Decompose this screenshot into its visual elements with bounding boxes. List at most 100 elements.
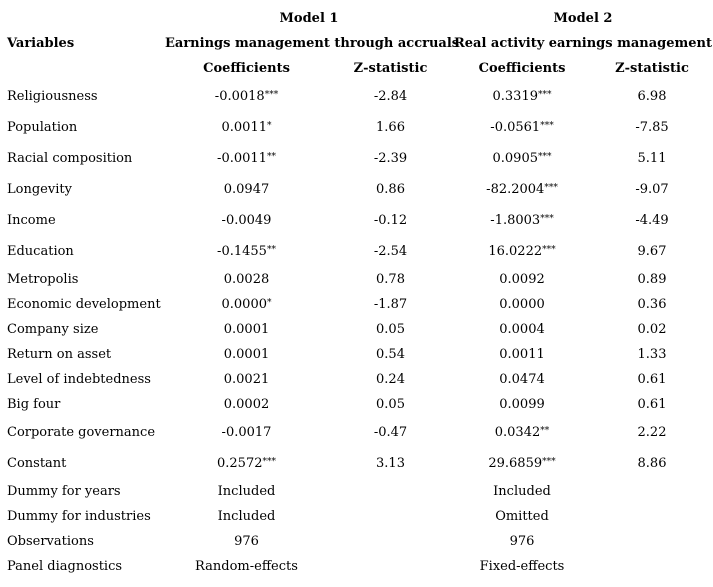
model2-coefficient-text: 16.0222 bbox=[488, 244, 543, 259]
variable-label-text: Company size bbox=[7, 322, 99, 337]
model1-coefficient-text: 0.0011 bbox=[221, 120, 268, 135]
model1-z-heading: Z-statistic bbox=[353, 61, 428, 76]
model1-coefficient-text: -0.1455 bbox=[217, 244, 267, 259]
model2-zstat: 0.89 bbox=[591, 267, 713, 292]
significance-stars: ** bbox=[540, 426, 550, 436]
model1-coefficient: 0.2572*** bbox=[165, 448, 328, 479]
model1-coefficient: -0.0049 bbox=[165, 205, 328, 236]
regression-table: Model 1 Model 2 Variables Earnings manag… bbox=[0, 6, 713, 579]
table-header: Model 1 Model 2 Variables Earnings manag… bbox=[0, 6, 713, 81]
model2-zstat-text: 0.61 bbox=[637, 397, 667, 412]
model2-zstat-text: 0.61 bbox=[637, 372, 667, 387]
variable-label: Population bbox=[0, 112, 165, 143]
model2-zstat-text: 5.11 bbox=[637, 151, 667, 166]
variable-label-text: Metropolis bbox=[7, 272, 79, 287]
variable-label: Income bbox=[0, 205, 165, 236]
variable-label-text: Population bbox=[7, 120, 78, 135]
model2-coefficient-text: -0.0561 bbox=[490, 120, 541, 135]
significance-stars: *** bbox=[538, 90, 552, 100]
model1-coefficient-text: 0.0001 bbox=[223, 322, 270, 337]
model1-zstat-text: 0.86 bbox=[376, 182, 405, 197]
model2-zstat-text: 0.02 bbox=[637, 322, 667, 337]
model1-zstat-text: 1.66 bbox=[376, 120, 405, 135]
model1-zstat: 3.13 bbox=[328, 448, 453, 479]
significance-stars: *** bbox=[542, 457, 556, 467]
model1-coefficient-text: 0.2572 bbox=[217, 456, 263, 471]
model1-subtitle: Earnings management through accruals bbox=[165, 36, 460, 51]
table-row: Religiousness -0.0018*** -2.84 0.3319*** 6.9… bbox=[0, 81, 713, 112]
model2-zstat bbox=[591, 479, 713, 504]
model1-coefficient-text: Included bbox=[217, 484, 276, 499]
model1-zstat: -2.84 bbox=[328, 81, 453, 112]
model1-coefficient: -0.0017 bbox=[165, 417, 328, 448]
variable-label: Education bbox=[0, 236, 165, 267]
variable-label: Big four bbox=[0, 392, 165, 417]
model1-zstat: 0.05 bbox=[328, 392, 453, 417]
model2-coefficient-text: -82.2004 bbox=[486, 182, 545, 197]
significance-stars: *** bbox=[264, 90, 279, 100]
table-row: Metropolis 0.0028 0.78 0.0092 0.89 bbox=[0, 267, 713, 292]
model2-coefficient: 0.0099 bbox=[453, 392, 591, 417]
table-row: Longevity 0.0947 0.86 -82.2004*** -9.07 bbox=[0, 174, 713, 205]
model2-coefficient: Included bbox=[453, 479, 591, 504]
variable-label: Religiousness bbox=[0, 81, 165, 112]
model1-coefficient-text: -0.0018 bbox=[214, 89, 265, 104]
model2-zstat-text: -9.07 bbox=[635, 182, 669, 197]
significance-stars: ** bbox=[266, 245, 276, 255]
model2-coefficient-text: Omitted bbox=[495, 509, 549, 524]
model2-zstat: 0.61 bbox=[591, 392, 713, 417]
variable-label-text: Constant bbox=[7, 456, 67, 471]
model2-coefficient-text: 976 bbox=[509, 534, 535, 549]
model2-coefficient-text: 0.0474 bbox=[499, 372, 545, 387]
variable-label: Observations bbox=[0, 529, 165, 554]
model2-zstat-text: 9.67 bbox=[637, 244, 667, 259]
model1-coefficient: -0.0011** bbox=[165, 143, 328, 174]
variable-label: Dummy for industries bbox=[0, 504, 165, 529]
model2-coefficient: 0.0905*** bbox=[453, 143, 591, 174]
variable-label-text: Economic development bbox=[7, 297, 161, 312]
model1-coefficient: 0.0001 bbox=[165, 342, 328, 367]
table-row: Return on asset 0.0001 0.54 0.0011 1.33 bbox=[0, 342, 713, 367]
table-row: Company size 0.0001 0.05 0.0004 0.02 bbox=[0, 317, 713, 342]
model2-coefficient-text: 0.0905 bbox=[492, 151, 539, 166]
model1-zstat bbox=[328, 554, 453, 579]
model1-coefficient-text: 0.0002 bbox=[223, 397, 270, 412]
variable-label: Company size bbox=[0, 317, 165, 342]
model1-coefficient: 0.0028 bbox=[165, 267, 328, 292]
variable-label-text: Income bbox=[7, 213, 56, 228]
model1-coefficient: 0.0001 bbox=[165, 317, 328, 342]
model1-coefficient: 0.0000* bbox=[165, 292, 328, 317]
variable-label-text: Level of indebtedness bbox=[7, 372, 151, 387]
model1-zstat-text: 0.05 bbox=[376, 322, 405, 337]
model1-coefficient-text: 0.0028 bbox=[223, 272, 270, 287]
table-row: Income -0.0049 -0.12 -1.8003*** -4.49 bbox=[0, 205, 713, 236]
model1-zstat-text: -1.87 bbox=[373, 297, 408, 312]
model2-zstat bbox=[591, 529, 713, 554]
variable-label-text: Corporate governance bbox=[7, 425, 156, 440]
model2-zstat-text: -7.85 bbox=[635, 120, 669, 135]
model1-zstat-text: 0.78 bbox=[376, 272, 405, 287]
model2-coefficient: 976 bbox=[453, 529, 591, 554]
variable-label-text: Panel diagnostics bbox=[7, 559, 123, 574]
model1-zstat: 0.05 bbox=[328, 317, 453, 342]
model1-coefficient: Included bbox=[165, 479, 328, 504]
model2-zstat: -9.07 bbox=[591, 174, 713, 205]
model1-coefficient-text: 0.0021 bbox=[223, 372, 270, 387]
model1-coefficient: 976 bbox=[165, 529, 328, 554]
model1-coefficient-text: 0.0947 bbox=[223, 182, 270, 197]
model2-coefficient: 29.6859*** bbox=[453, 448, 591, 479]
model2-coefficient: -82.2004*** bbox=[453, 174, 591, 205]
model2-coefficient: 0.0342** bbox=[453, 417, 591, 448]
variable-label: Level of indebtedness bbox=[0, 367, 165, 392]
model2-coefficient: 0.0000 bbox=[453, 292, 591, 317]
model1-coefficient: Random-effects bbox=[165, 554, 328, 579]
model2-coefficient-text: Included bbox=[493, 484, 551, 499]
variable-label: Metropolis bbox=[0, 267, 165, 292]
model2-z-heading: Z-statistic bbox=[615, 61, 689, 76]
model1-zstat-text: 0.24 bbox=[376, 372, 405, 387]
table-row: Panel diagnostics Random-effects Fixed-eff… bbox=[0, 554, 713, 579]
model2-zstat-text: -4.49 bbox=[635, 213, 669, 228]
model1-coefficient-text: -0.0017 bbox=[221, 425, 272, 440]
table-row: Big four 0.0002 0.05 0.0099 0.61 bbox=[0, 392, 713, 417]
significance-stars: *** bbox=[542, 245, 556, 255]
